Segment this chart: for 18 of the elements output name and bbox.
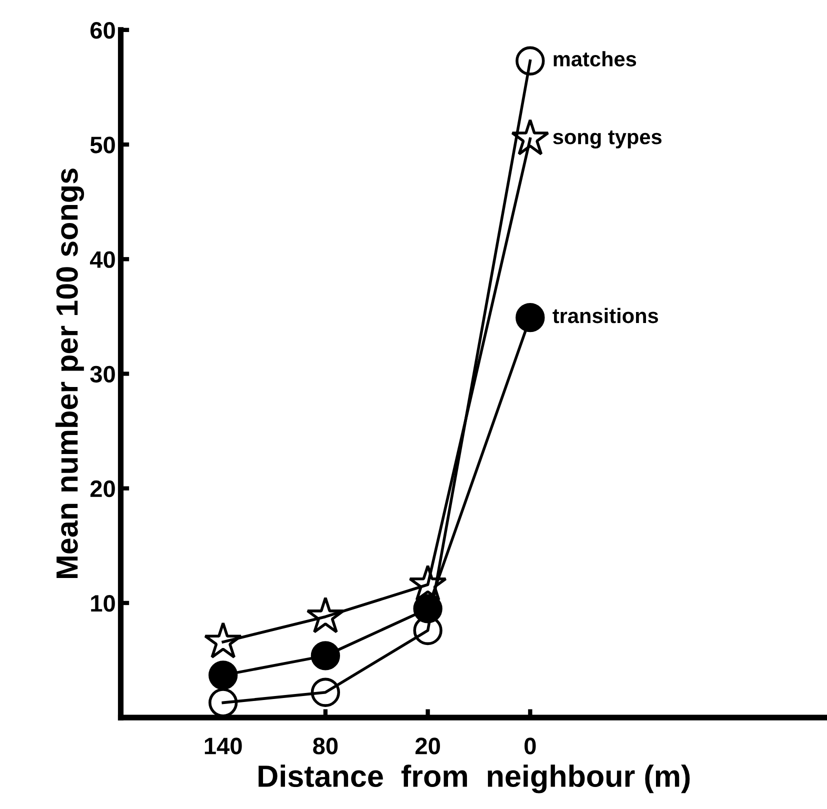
y-axis-title: Mean number per 100 songs	[55, 168, 84, 578]
point	[516, 46, 545, 76]
x-axis-title: Distance from neighbour (m)	[258, 764, 690, 794]
point	[208, 660, 238, 690]
series-label: matches	[554, 51, 636, 66]
series-label: song types	[553, 130, 662, 149]
y-tick-label: 60	[90, 22, 115, 39]
point	[516, 303, 545, 332]
y-tick-label: 10	[91, 595, 115, 612]
x-tick-label: 140	[204, 738, 242, 754]
series-label: transitions	[552, 308, 658, 324]
x-tick-label: 80	[313, 738, 338, 754]
x-tick-label: 0	[524, 738, 536, 754]
y-tick-label: 40	[90, 251, 115, 268]
y-tick-label: 30	[90, 366, 115, 383]
y-tick-label: 50	[90, 136, 115, 154]
y-tick-label: 20	[90, 480, 115, 498]
x-tick-label: 20	[416, 738, 440, 754]
